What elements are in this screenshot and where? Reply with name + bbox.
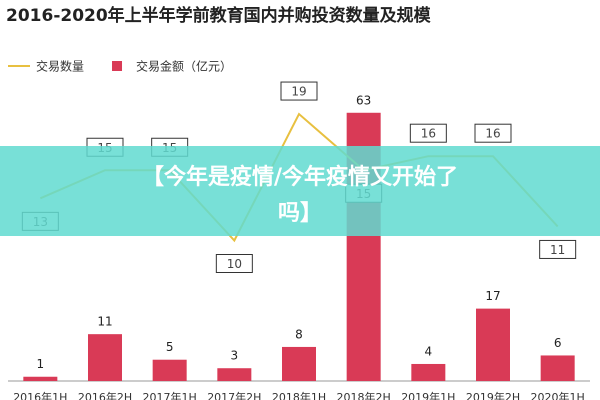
banner-text: 吗】	[278, 201, 322, 226]
bar-value-label: 6	[554, 336, 562, 350]
x-tick-label: 2020年1H	[531, 390, 585, 400]
bar-value-label: 11	[97, 315, 112, 329]
line-value-label: 16	[421, 127, 436, 141]
x-tick-label: 2019年2H	[466, 390, 520, 400]
bar	[282, 346, 316, 381]
chart-title: 2016-2020年上半年学前教育国内并购投资数量及规模	[6, 5, 432, 26]
bar-value-label: 5	[166, 340, 174, 354]
bar	[88, 334, 122, 381]
x-tick-label: 2018年2H	[337, 390, 391, 400]
line-value-label: 11	[550, 243, 565, 257]
bar-value-label: 63	[356, 93, 371, 107]
bar-value-label: 3	[231, 349, 239, 363]
bar	[476, 308, 510, 381]
x-tick-label: 2017年2H	[207, 390, 261, 400]
legend-label: 交易金额（亿元）	[136, 59, 232, 74]
line-value-label: 16	[485, 127, 500, 141]
banner-background	[0, 146, 600, 236]
bar	[411, 363, 446, 381]
line-label-box	[215, 254, 253, 273]
line-label-box	[539, 239, 577, 259]
x-tick-label: 2017年1H	[143, 390, 197, 400]
bar	[152, 359, 187, 381]
bar	[217, 368, 252, 381]
bar-value-label: 17	[485, 289, 500, 303]
x-tick-label: 2018年1H	[272, 390, 326, 400]
x-tick-label: 2016年2H	[78, 390, 132, 400]
line-label-box	[280, 81, 318, 101]
line-value-label: 19	[291, 85, 306, 99]
x-tick-label: 2019年1H	[401, 390, 455, 400]
line-value-label: 10	[227, 257, 242, 271]
bar-value-label: 8	[295, 327, 303, 341]
x-tick-label: 2016年1H	[13, 390, 67, 400]
legend-swatch	[112, 61, 123, 71]
legend-label: 交易数量	[36, 59, 84, 74]
bar	[23, 376, 58, 381]
bar	[540, 355, 575, 381]
bar-value-label: 1	[37, 357, 45, 371]
line-label-box	[409, 123, 447, 143]
overlay-banner: 【今年是疫情/今年疫情又开始了 吗】	[0, 146, 600, 236]
banner-text: 【今年是疫情/今年疫情又开始了	[142, 164, 458, 190]
bar-value-label: 4	[425, 344, 433, 358]
line-label-box	[474, 123, 512, 143]
